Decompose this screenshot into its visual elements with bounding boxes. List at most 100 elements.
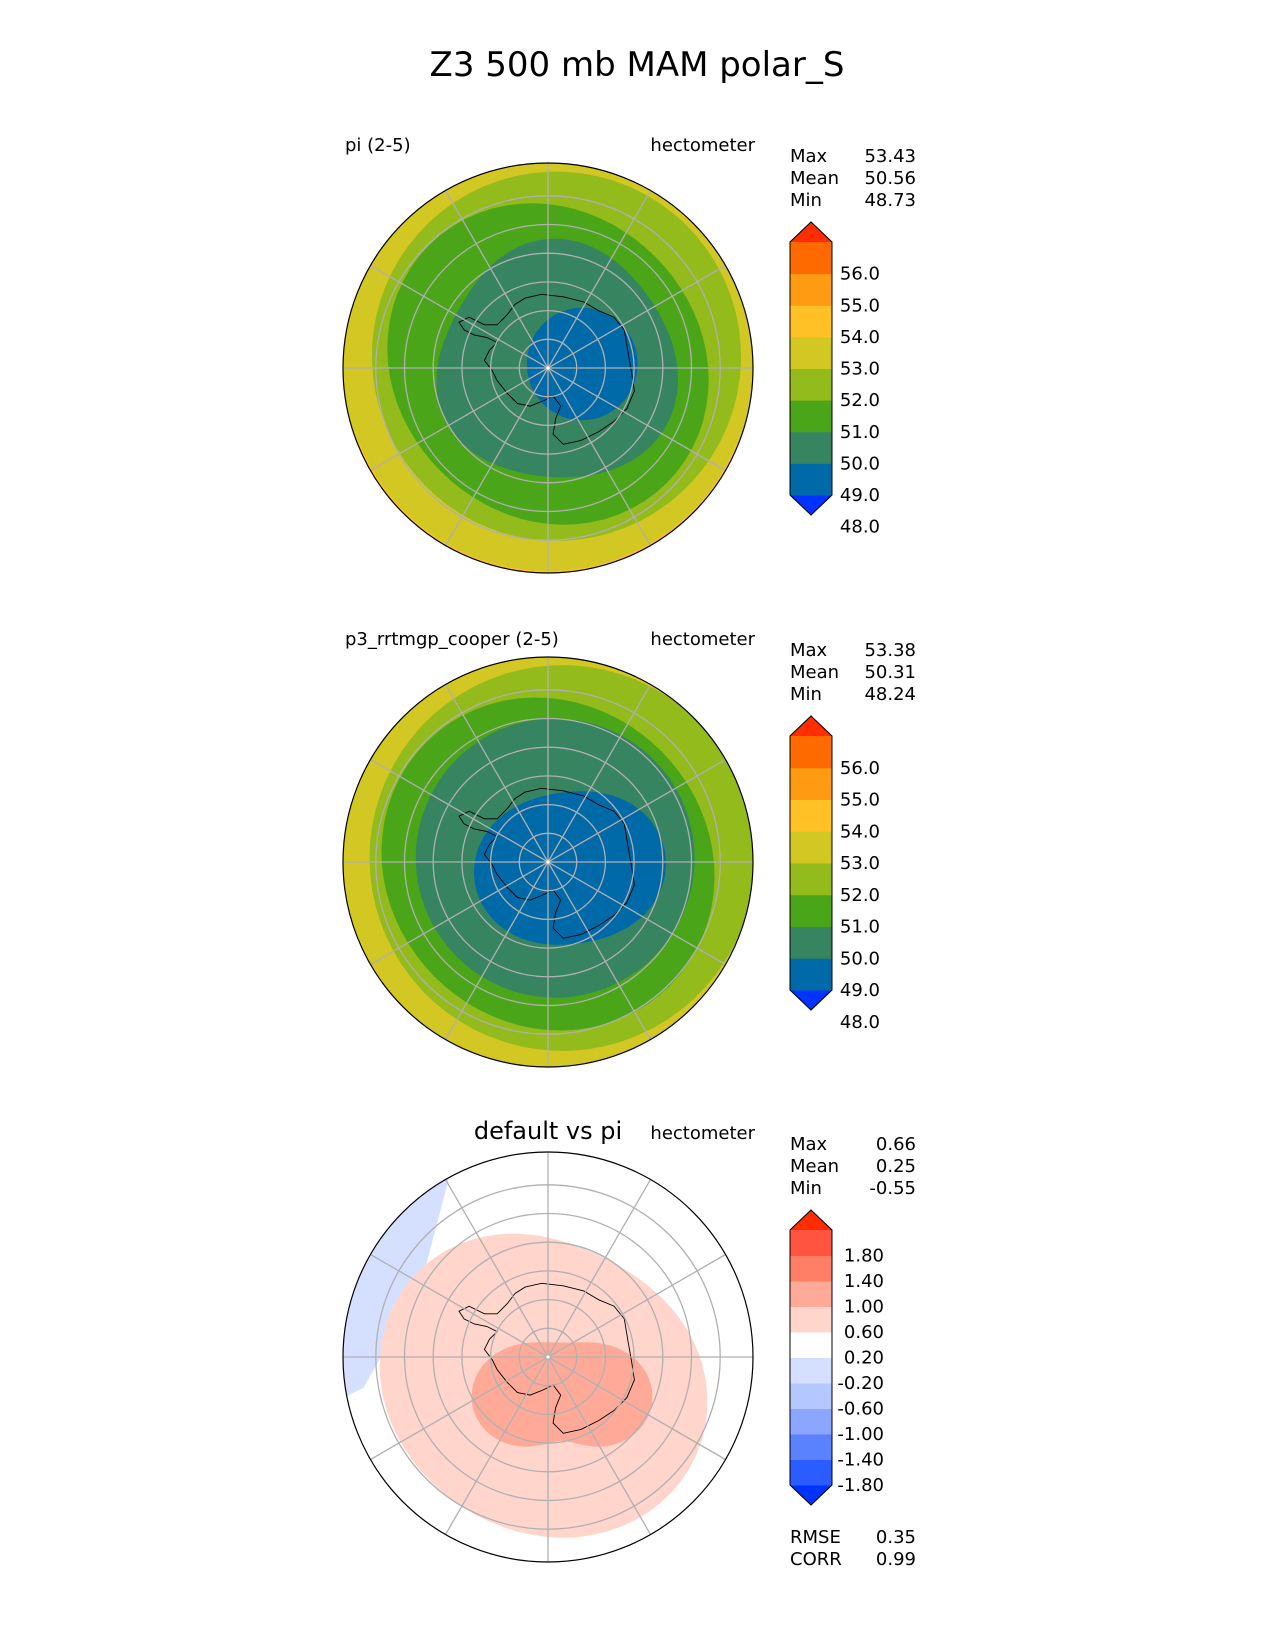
colorbar-segment-2 bbox=[790, 431, 832, 464]
colorbar-segment-6 bbox=[790, 305, 832, 338]
panel-2-map bbox=[342, 656, 754, 1068]
colorbar-segment-1 bbox=[790, 958, 832, 991]
colorbar-tick-label: 50.0 bbox=[840, 453, 880, 474]
colorbar-extend-max bbox=[790, 1210, 832, 1230]
colorbar-tick-label: 51.0 bbox=[840, 422, 880, 443]
panel-3: default vs pi hectometer Max 0.66 Mean 0… bbox=[342, 1117, 916, 1570]
colorbar-tick-label: 53.0 bbox=[840, 359, 880, 380]
colorbar-segment-4 bbox=[790, 368, 832, 401]
panel-1: pi (2-5) hectometer Max 53.43 Mean 50.56… bbox=[342, 135, 916, 574]
colorbar-tick-label: 53.0 bbox=[840, 853, 880, 874]
colorbar-tick-label: 1.40 bbox=[844, 1271, 884, 1292]
pole-point bbox=[546, 366, 550, 370]
map-frame bbox=[342, 656, 754, 1068]
colorbar-tick-label: 52.0 bbox=[840, 885, 880, 906]
colorbar-outline bbox=[789, 715, 833, 1011]
panel-3-map bbox=[342, 1151, 754, 1563]
panel-2-units: hectometer bbox=[650, 629, 755, 650]
panel-2-stat-value-min: 48.24 bbox=[864, 684, 916, 705]
colorbar-outline bbox=[789, 221, 833, 516]
panel-1-colorbar: 56.0 55.0 54.0 53.0 52.0 51.0 50.0 49.0 48.0 bbox=[789, 221, 880, 538]
panel-3-stat-value-max: 0.66 bbox=[876, 1134, 916, 1155]
panel-2-stat-label-min: Min bbox=[790, 684, 822, 705]
colorbar-segment-2 bbox=[790, 926, 832, 959]
colorbar-tick-label: 55.0 bbox=[840, 790, 880, 811]
panel-3-stat-value-min: -0.55 bbox=[869, 1178, 916, 1199]
colorbar-segment-9 bbox=[790, 1255, 832, 1282]
contour-0.6 bbox=[471, 1342, 653, 1447]
panel-3-center-label: default vs pi bbox=[474, 1117, 622, 1145]
panel-2-stat-label-mean: Mean bbox=[790, 662, 839, 683]
panel-2-stat-label-max: Max bbox=[790, 640, 828, 661]
panel-3-units: hectometer bbox=[650, 1123, 755, 1144]
panel-1-units: hectometer bbox=[650, 135, 755, 156]
colorbar-segment-6 bbox=[790, 1332, 832, 1358]
colorbar-tick-label: 54.0 bbox=[840, 821, 880, 842]
panel-1-stat-value-max: 53.43 bbox=[864, 146, 916, 167]
colorbar-segment-5 bbox=[790, 1357, 832, 1384]
colorbar-segment-8 bbox=[790, 1281, 832, 1307]
colorbar-segment-7 bbox=[790, 1306, 832, 1333]
panel-2: p3_rrtmgp_cooper (2-5) hectometer Max 53… bbox=[342, 629, 916, 1068]
colorbar-segment-7 bbox=[790, 767, 832, 800]
colorbar-segment-3 bbox=[790, 1408, 832, 1435]
panel-3-stat-label-max: Max bbox=[790, 1134, 828, 1155]
colorbar-extend-min bbox=[790, 990, 832, 1010]
panel-2-colorbar: 56.0 55.0 54.0 53.0 52.0 51.0 50.0 49.0 48.0 bbox=[789, 715, 880, 1033]
colorbar-outline bbox=[789, 1209, 833, 1506]
panel-1-stat-label-mean: Mean bbox=[790, 168, 839, 189]
figure-title: Z3 500 mb MAM polar_S bbox=[430, 45, 845, 85]
panel-2-left-label: p3_rrtmgp_cooper (2-5) bbox=[345, 629, 559, 650]
colorbar-tick-label: 55.0 bbox=[840, 295, 880, 316]
panel-3-footer-label-corr: CORR bbox=[790, 1549, 842, 1570]
colorbar-segment-2 bbox=[790, 1434, 832, 1460]
map-frame bbox=[342, 1151, 754, 1563]
colorbar-tick-label: 0.20 bbox=[844, 1348, 884, 1369]
colorbar-tick-label: -1.00 bbox=[837, 1424, 884, 1445]
colorbar-tick-label: 49.0 bbox=[840, 980, 880, 1001]
colorbar-tick-label: -1.40 bbox=[837, 1450, 884, 1471]
panel-1-stat-label-min: Min bbox=[790, 190, 822, 211]
panel-3-stat-value-mean: 0.25 bbox=[876, 1156, 916, 1177]
colorbar-tick-label: 49.0 bbox=[840, 485, 880, 506]
contour-49 bbox=[526, 307, 638, 421]
colorbar-tick-label: 48.0 bbox=[840, 517, 880, 538]
colorbar-segment-5 bbox=[790, 831, 832, 864]
panel-2-stat-value-mean: 50.31 bbox=[864, 662, 916, 683]
panel-1-left-label: pi (2-5) bbox=[345, 135, 411, 156]
colorbar-segment-4 bbox=[790, 863, 832, 896]
colorbar-tick-label: -0.60 bbox=[837, 1399, 884, 1420]
colorbar-segment-3 bbox=[790, 894, 832, 927]
panel-3-footer-value-rmse: 0.35 bbox=[876, 1527, 916, 1548]
panel-3-footer-label-rmse: RMSE bbox=[790, 1527, 841, 1548]
panel-3-stat-label-min: Min bbox=[790, 1178, 822, 1199]
colorbar-segment-10 bbox=[790, 1230, 832, 1256]
pole-point bbox=[546, 1355, 550, 1359]
panel-3-footer-value-corr: 0.99 bbox=[876, 1549, 916, 1570]
colorbar-tick-label: 0.60 bbox=[844, 1322, 884, 1343]
colorbar-tick-label: 56.0 bbox=[840, 264, 880, 285]
panel-2-stat-value-max: 53.38 bbox=[864, 640, 916, 661]
colorbar-extend-max bbox=[790, 222, 832, 242]
panel-1-stat-value-mean: 50.56 bbox=[864, 168, 916, 189]
colorbar-tick-label: 1.00 bbox=[844, 1297, 884, 1318]
panel-1-map bbox=[342, 162, 754, 574]
colorbar-tick-label: 52.0 bbox=[840, 390, 880, 411]
colorbar-segment-5 bbox=[790, 336, 832, 370]
colorbar-extend-min bbox=[790, 1485, 832, 1505]
panel-1-stat-label-max: Max bbox=[790, 146, 828, 167]
panel-3-colorbar: 1.80 1.40 1.00 0.60 0.20 -0.20 -0.60 -1.00 -1.40… bbox=[789, 1209, 884, 1506]
colorbar-extend-max bbox=[790, 716, 832, 736]
colorbar-tick-label: 48.0 bbox=[840, 1012, 880, 1033]
colorbar-segment-3 bbox=[790, 400, 832, 433]
colorbar-tick-label: -0.20 bbox=[837, 1373, 884, 1394]
panel-1-stat-value-min: 48.73 bbox=[864, 190, 916, 211]
colorbar-segment-8 bbox=[790, 242, 832, 275]
colorbar-tick-label: 54.0 bbox=[840, 327, 880, 348]
colorbar-tick-label: 51.0 bbox=[840, 917, 880, 938]
colorbar-segment-1 bbox=[790, 1459, 832, 1486]
colorbar-segment-7 bbox=[790, 273, 832, 306]
colorbar-segment-6 bbox=[790, 799, 832, 832]
colorbar-tick-label: 56.0 bbox=[840, 758, 880, 779]
